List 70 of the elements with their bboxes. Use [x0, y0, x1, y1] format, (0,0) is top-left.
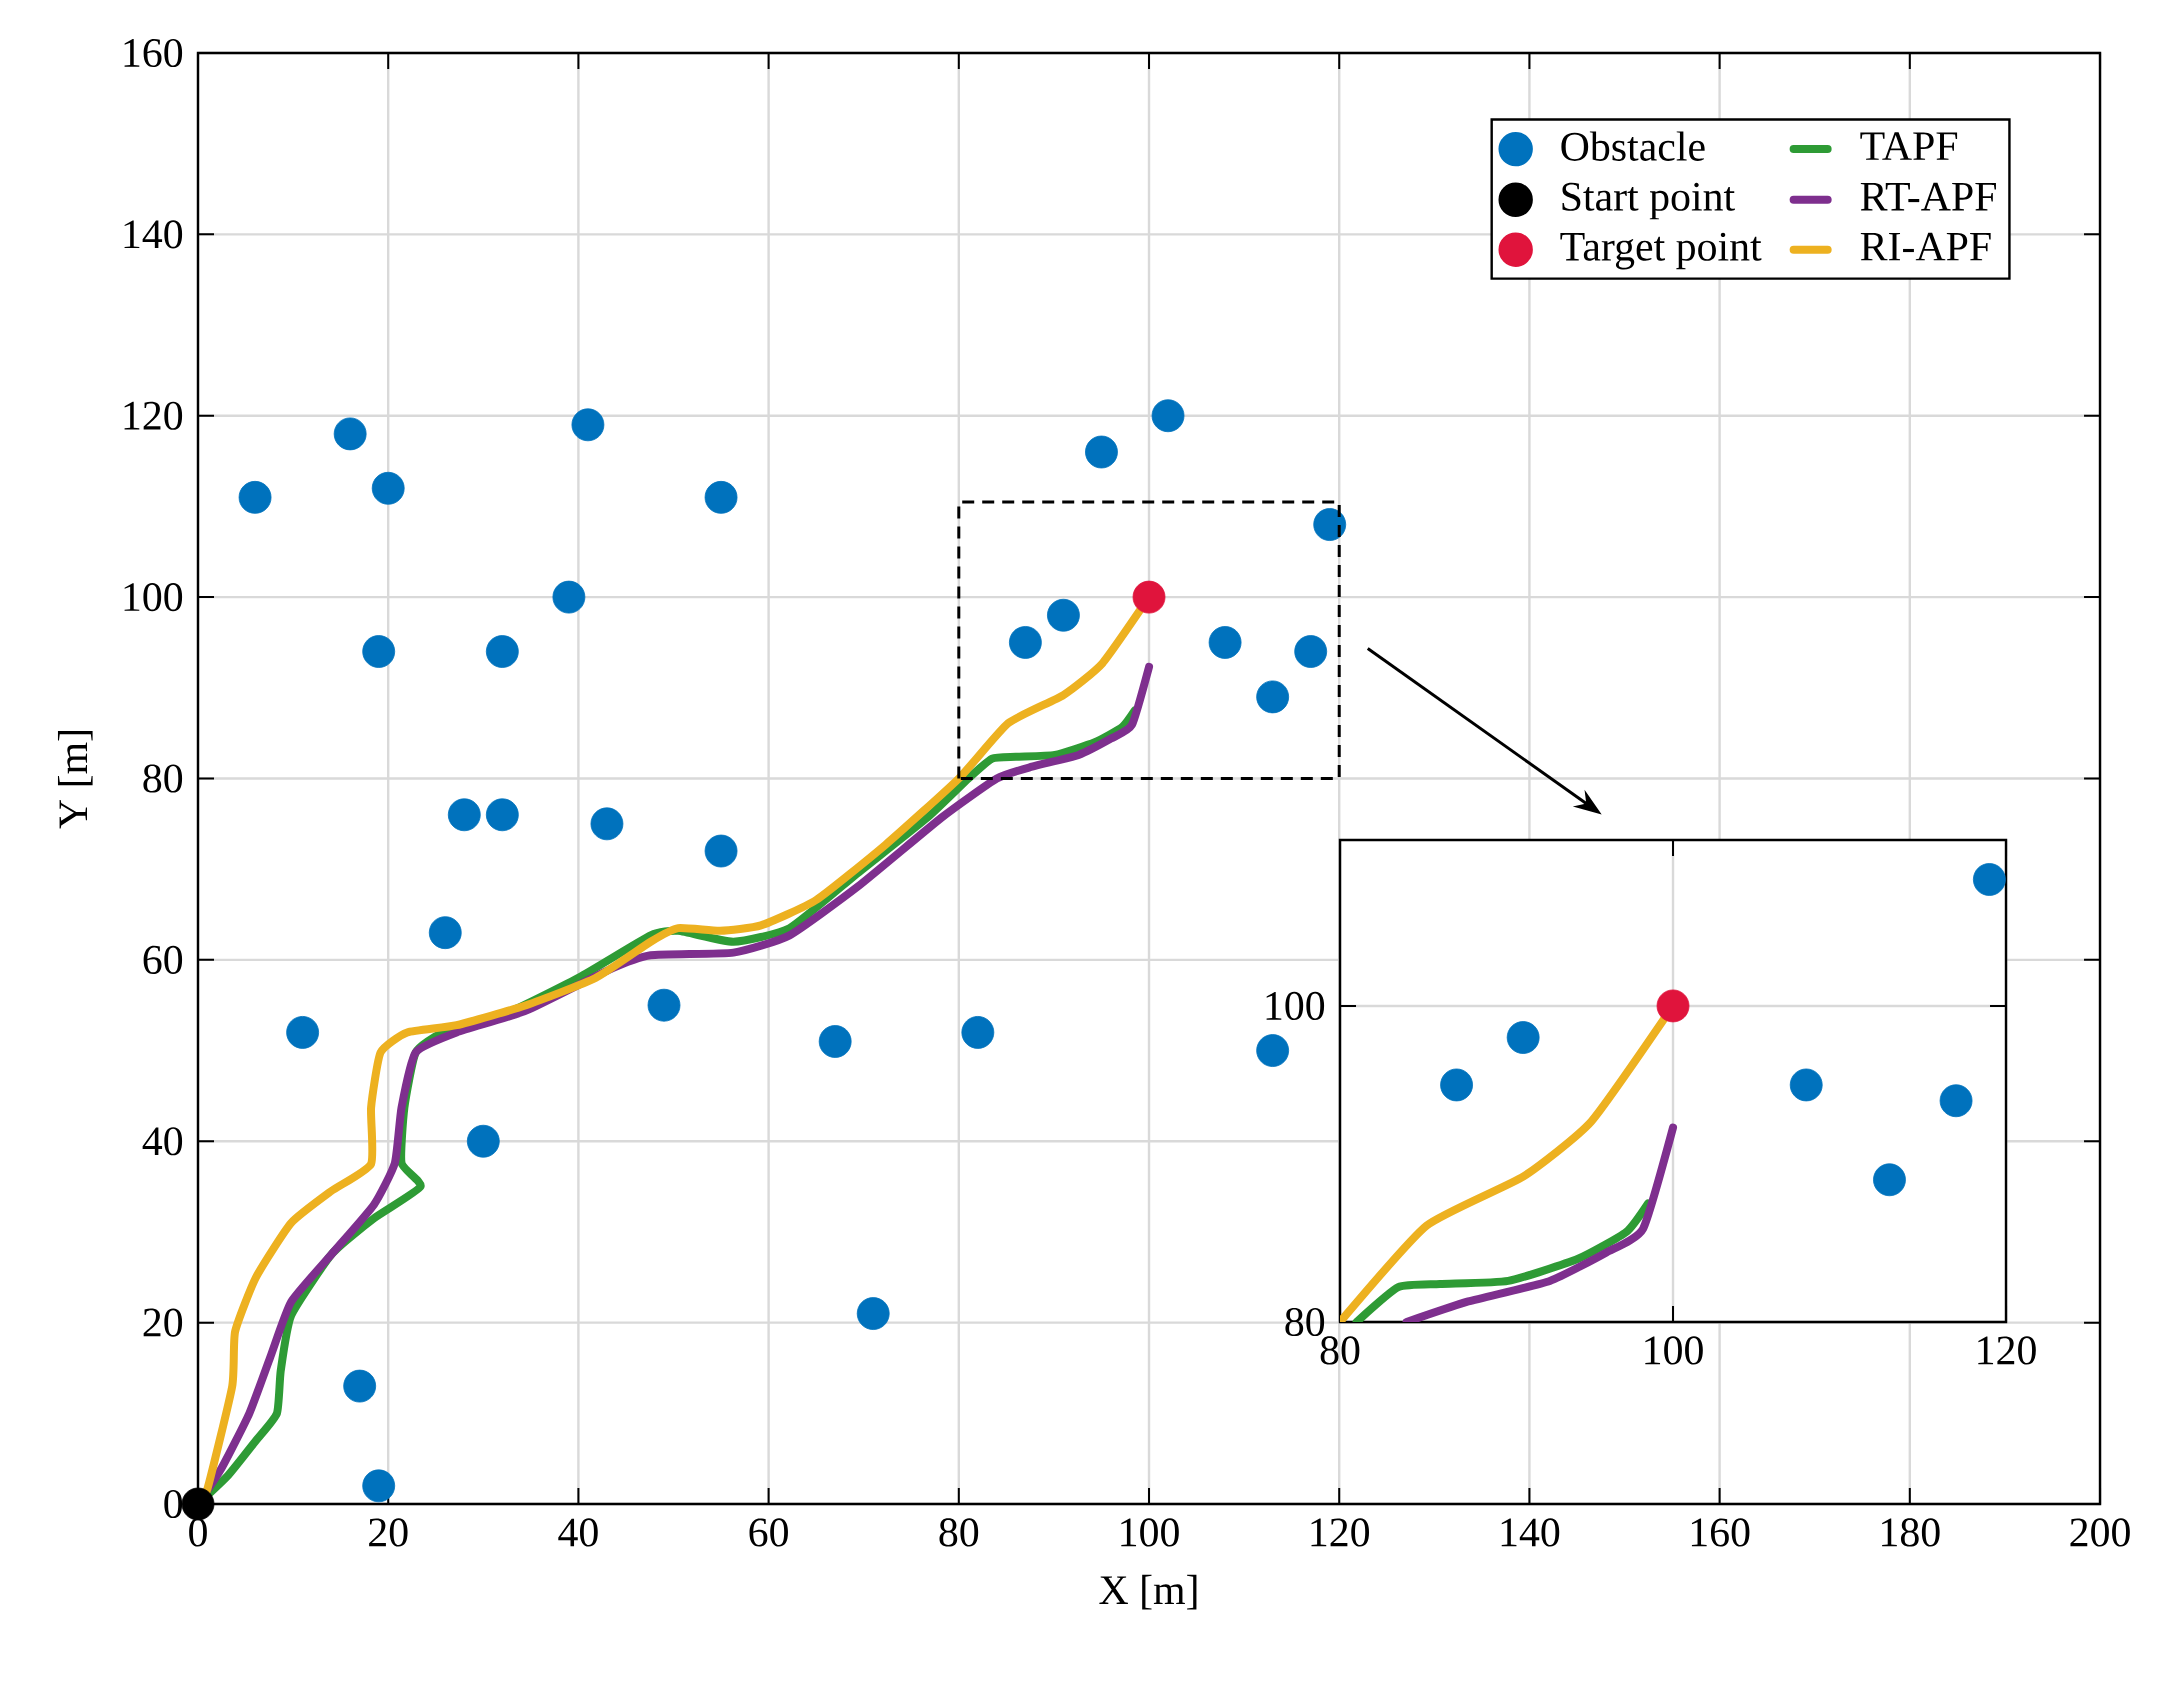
point — [1789, 1068, 1823, 1102]
x-tick-label: 180 — [1882, 1518, 1940, 1547]
point — [1008, 626, 1042, 659]
y-tick-label: 80 — [143, 764, 183, 793]
point — [343, 1369, 377, 1403]
point — [1972, 863, 2006, 896]
x-tick-label: 60 — [749, 1518, 788, 1547]
point — [333, 417, 367, 451]
legend-label: Target point — [1560, 232, 1762, 270]
point — [1873, 1163, 1906, 1197]
point — [961, 1016, 995, 1049]
x-tick-label: 160 — [1691, 1518, 1750, 1547]
x-tick-label: 40 — [558, 1518, 598, 1547]
y-axis-title: Y [m] — [57, 731, 93, 829]
y-tick-label: 100 — [124, 583, 183, 612]
legend-label: Obstacle — [1561, 131, 1705, 161]
x-axis-title: X [m] — [1099, 1574, 1197, 1610]
point — [1047, 598, 1080, 632]
point — [1256, 680, 1290, 714]
x-tick-label: 120 — [1978, 1336, 2036, 1365]
y-tick-label: 0 — [164, 1489, 183, 1519]
legend-label: RT-APF — [1860, 182, 1996, 211]
x-tick-label: 80 — [1320, 1336, 1360, 1365]
point — [362, 1469, 396, 1503]
x-tick-label: 80 — [939, 1518, 979, 1547]
point — [552, 580, 586, 614]
point — [1151, 399, 1185, 433]
x-tick-label: 20 — [369, 1518, 408, 1547]
point — [286, 1016, 320, 1049]
x-tick-label: 140 — [1501, 1518, 1560, 1547]
y-tick-label: 160 — [124, 38, 183, 68]
y-tick-label: 140 — [124, 220, 183, 249]
point — [466, 1124, 500, 1158]
point — [181, 1487, 215, 1521]
x-tick-label: 200 — [2070, 1518, 2130, 1547]
legend-label: RI-APF — [1860, 232, 1991, 261]
point — [485, 798, 519, 832]
point — [1313, 508, 1347, 541]
y-tick-label: 60 — [143, 945, 183, 974]
point — [1294, 635, 1328, 668]
point — [371, 471, 405, 505]
x-tick-label: 100 — [1121, 1518, 1179, 1547]
y-tick-label: 20 — [143, 1308, 183, 1337]
point — [1256, 1034, 1290, 1067]
y-tick-label: 40 — [142, 1127, 183, 1156]
point — [1208, 626, 1242, 659]
point — [818, 1025, 852, 1058]
point — [362, 635, 396, 668]
point — [1939, 1084, 1973, 1118]
point — [447, 798, 481, 832]
point — [1656, 989, 1690, 1023]
y-tick-label: 120 — [124, 401, 183, 430]
point — [856, 1297, 890, 1330]
x-tick-label: 0 — [189, 1518, 207, 1547]
legend-label: Start point — [1562, 182, 1735, 220]
x-tick-label: 100 — [1645, 1336, 1703, 1365]
point — [1506, 1021, 1540, 1054]
x-tick-label: 120 — [1311, 1518, 1370, 1547]
point — [704, 480, 738, 514]
point — [1440, 1068, 1473, 1102]
point — [238, 480, 272, 514]
legend-label: TAPF — [1860, 132, 1958, 160]
point — [428, 916, 462, 950]
point — [485, 635, 519, 668]
point — [590, 807, 624, 841]
point — [704, 834, 738, 868]
point — [571, 408, 605, 442]
point — [647, 988, 681, 1022]
point — [1085, 435, 1118, 469]
point — [1132, 580, 1166, 614]
